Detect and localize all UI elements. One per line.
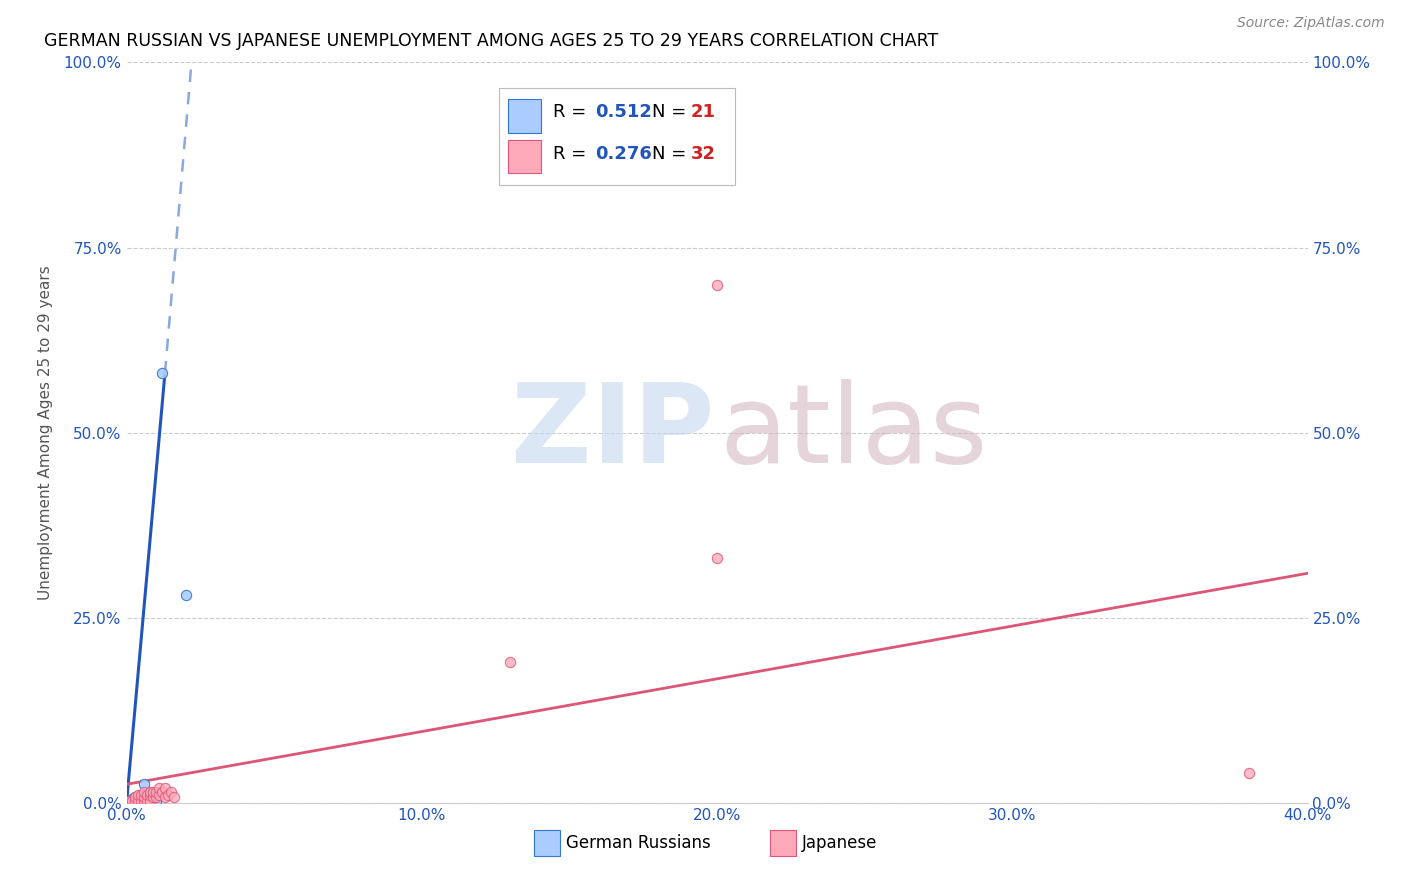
Y-axis label: Unemployment Among Ages 25 to 29 years: Unemployment Among Ages 25 to 29 years [38, 265, 52, 600]
Point [160, 785, 183, 799]
Point [148, 789, 170, 803]
Point [121, 794, 143, 808]
Point [129, 792, 153, 806]
Point [706, 551, 728, 566]
Point [150, 785, 173, 799]
Point [134, 785, 156, 799]
Point [150, 367, 173, 381]
Point [142, 789, 165, 804]
Text: N =: N = [652, 145, 692, 162]
Point [706, 277, 728, 292]
Point [174, 589, 197, 603]
Point [134, 794, 156, 808]
Point [134, 792, 156, 806]
Text: 0.276: 0.276 [595, 145, 652, 162]
Point [127, 792, 149, 806]
FancyBboxPatch shape [499, 88, 735, 185]
Point [145, 794, 167, 808]
Point [139, 794, 162, 808]
Point [156, 789, 179, 803]
Text: ZIP: ZIP [512, 379, 714, 486]
Text: Japanese: Japanese [801, 834, 877, 852]
Point [142, 785, 165, 799]
Point [124, 792, 146, 806]
FancyBboxPatch shape [534, 830, 560, 856]
FancyBboxPatch shape [508, 140, 541, 173]
Text: German Russians: German Russians [565, 834, 710, 852]
Point [163, 789, 186, 804]
Text: 32: 32 [692, 145, 716, 162]
Text: Source: ZipAtlas.com: Source: ZipAtlas.com [1237, 16, 1385, 30]
Point [118, 794, 141, 808]
Point [118, 794, 141, 808]
Point [121, 792, 143, 806]
Point [127, 794, 149, 808]
Point [153, 780, 176, 795]
FancyBboxPatch shape [508, 99, 541, 133]
Point [129, 794, 153, 808]
Point [145, 789, 167, 804]
Point [124, 794, 146, 808]
Point [124, 794, 146, 808]
Point [136, 794, 159, 808]
Point [129, 794, 153, 808]
Point [124, 789, 146, 804]
Point [134, 794, 156, 808]
Text: R =: R = [553, 103, 592, 121]
Point [136, 794, 159, 808]
Point [139, 794, 162, 808]
Point [129, 794, 153, 808]
Point [124, 789, 146, 804]
Text: R =: R = [553, 145, 592, 162]
Point [148, 780, 170, 795]
Point [136, 794, 159, 808]
FancyBboxPatch shape [770, 830, 796, 856]
Point [142, 792, 165, 806]
Point [136, 789, 159, 803]
Text: 0.512: 0.512 [595, 103, 652, 121]
Text: N =: N = [652, 103, 692, 121]
Text: atlas: atlas [720, 379, 988, 486]
Point [145, 785, 167, 799]
Point [153, 789, 176, 804]
Point [134, 777, 156, 791]
Point [134, 789, 156, 804]
Text: 21: 21 [692, 103, 716, 121]
Point [121, 794, 143, 808]
Text: GERMAN RUSSIAN VS JAPANESE UNEMPLOYMENT AMONG AGES 25 TO 29 YEARS CORRELATION CH: GERMAN RUSSIAN VS JAPANESE UNEMPLOYMENT … [44, 32, 938, 50]
Point [499, 655, 522, 669]
Point [127, 789, 149, 803]
Point [129, 789, 153, 803]
Point [139, 789, 162, 803]
Point [139, 785, 162, 799]
Point [1237, 766, 1260, 780]
Point [127, 794, 149, 808]
